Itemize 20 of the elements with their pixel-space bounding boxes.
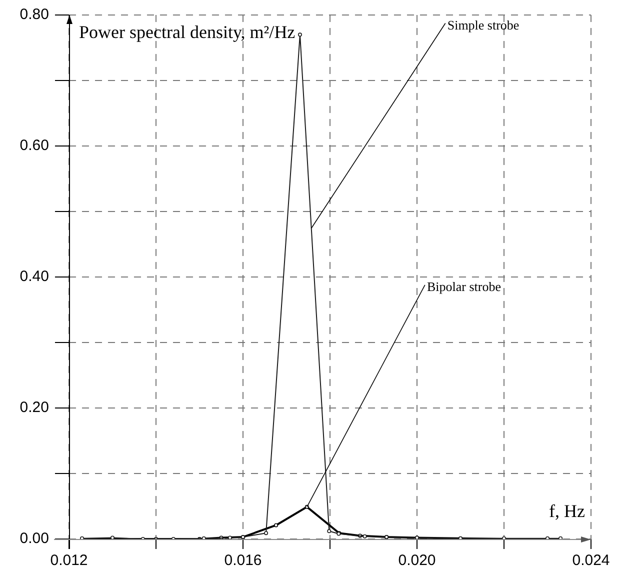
y-tick-label: 0.40 [20, 268, 49, 286]
point [228, 536, 232, 539]
point [298, 32, 302, 37]
x-axis-title: f, Hz [549, 501, 586, 521]
y-axis-title: Power spectral density, m²/Hz [79, 22, 296, 42]
y-tick-label: 0.00 [20, 530, 49, 548]
y-tick-label: 0.60 [20, 137, 49, 154]
point [362, 534, 367, 538]
x-tick-label: 0.024 [572, 552, 610, 570]
text: Bipolar strobe [426, 278, 502, 294]
y-tick-label: 0.80 [20, 6, 49, 24]
x-tick-label: 0.016 [224, 552, 262, 570]
x-tick-label: 0.020 [398, 552, 436, 570]
point [264, 531, 268, 536]
point [327, 529, 332, 534]
text: Simple strobe [447, 17, 520, 32]
point [202, 536, 206, 539]
x-tick-label: 0.012 [50, 552, 88, 570]
y-tick-label: 0.20 [20, 399, 49, 416]
point [274, 523, 278, 528]
